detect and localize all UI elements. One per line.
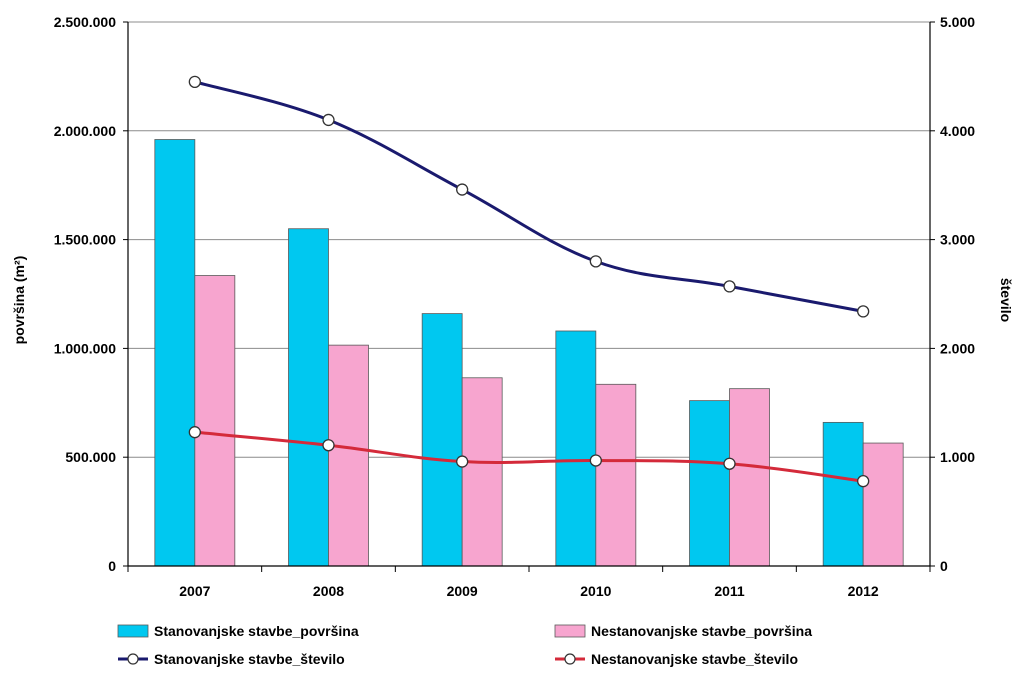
y-right-tick-label: 2.000 <box>940 340 975 356</box>
point-stanovanjske-stevilo <box>857 305 870 318</box>
y-right-tick-label: 3.000 <box>940 232 975 248</box>
y-axis-right-title: število <box>998 278 1014 322</box>
point-stanovanjske-stevilo <box>589 255 602 268</box>
gridlines <box>128 21 930 458</box>
y-left-tick-label: 500.000 <box>65 449 116 465</box>
y-left-tick-label: 2.500.000 <box>54 14 116 30</box>
legend-nestanovanjske-stevilo: Nestanovanjske stavbe_število <box>555 651 798 667</box>
y-left-tick-label: 2.000.000 <box>54 123 116 139</box>
bar-stanovanjske-povrsina <box>154 139 196 567</box>
x-tick-label: 2007 <box>179 583 210 599</box>
legend-stanovanjske-povrsina: Stanovanjske stavbe_površina <box>117 623 359 639</box>
y-left-tick-label: 1.500.000 <box>54 232 116 248</box>
legend-marker <box>127 653 139 665</box>
line-stanovanjske-stevilo <box>194 80 864 313</box>
y-right-tick-label: 5.000 <box>940 14 975 30</box>
bar-nestanovanjske-povrsina <box>729 388 770 567</box>
point-stanovanjske-stevilo <box>188 75 201 88</box>
point-nestanovanjske-stevilo <box>188 426 201 439</box>
legend-label: Stanovanjske stavbe_število <box>154 651 345 667</box>
point-nestanovanjske-stevilo <box>589 454 602 467</box>
x-tick-label: 2012 <box>848 583 879 599</box>
x-tick-label: 2009 <box>447 583 478 599</box>
legend-label: Nestanovanjske stavbe_površina <box>591 623 812 639</box>
legend-stanovanjske-stevilo: Stanovanjske stavbe_število <box>118 651 345 667</box>
point-stanovanjske-stevilo <box>322 113 335 127</box>
legend-marker <box>564 653 576 665</box>
point-nestanovanjske-stevilo <box>322 439 335 452</box>
legend-swatch <box>554 624 586 638</box>
legend: Stanovanjske stavbe_površina Nestanovanjs… <box>117 623 812 667</box>
y-left-tick-label: 1.000.000 <box>54 340 116 356</box>
legend-swatch <box>117 624 149 638</box>
x-tick-label: 2011 <box>714 583 745 599</box>
y-right-tick-label: 0 <box>940 558 948 574</box>
bar-nestanovanjske-povrsina <box>328 344 369 567</box>
y-left-tick-label: 0 <box>108 558 116 574</box>
bar-series-group <box>154 139 904 567</box>
bar-nestanovanjske-povrsina <box>862 442 904 567</box>
y-right-tick-label: 1.000 <box>940 449 975 465</box>
legend-label: Nestanovanjske stavbe_število <box>591 651 798 667</box>
axes: 0 500.000 1.000.000 1.500.000 2.000.000 2.500… <box>54 14 976 599</box>
y-axis-left-title: površina (m²) <box>11 256 27 345</box>
line-series-group <box>188 75 870 488</box>
bar-stanovanjske-povrsina <box>689 400 730 567</box>
point-nestanovanjske-stevilo <box>857 474 870 488</box>
point-stanovanjske-stevilo <box>456 183 469 196</box>
legend-label: Stanovanjske stavbe_površina <box>154 623 359 639</box>
point-nestanovanjske-stevilo <box>723 457 736 470</box>
bar-stanovanjske-povrsina <box>421 313 463 567</box>
y-right-tick-label: 4.000 <box>940 123 975 139</box>
point-nestanovanjske-stevilo <box>456 455 469 468</box>
x-tick-label: 2010 <box>580 583 611 599</box>
bar-stanovanjske-povrsina <box>555 330 597 567</box>
bar-stanovanjske-povrsina <box>288 228 329 567</box>
line-nestanovanjske-stevilo <box>194 430 864 483</box>
bar-stanovanjske-povrsina <box>822 421 864 567</box>
legend-nestanovanjske-povrsina: Nestanovanjske stavbe_površina <box>554 623 812 639</box>
point-stanovanjske-stevilo <box>723 280 736 293</box>
bar-nestanovanjske-povrsina <box>595 383 637 567</box>
bar-nestanovanjske-povrsina <box>194 275 236 567</box>
x-tick-label: 2008 <box>313 583 344 599</box>
bar-nestanovanjske-povrsina <box>461 377 503 567</box>
